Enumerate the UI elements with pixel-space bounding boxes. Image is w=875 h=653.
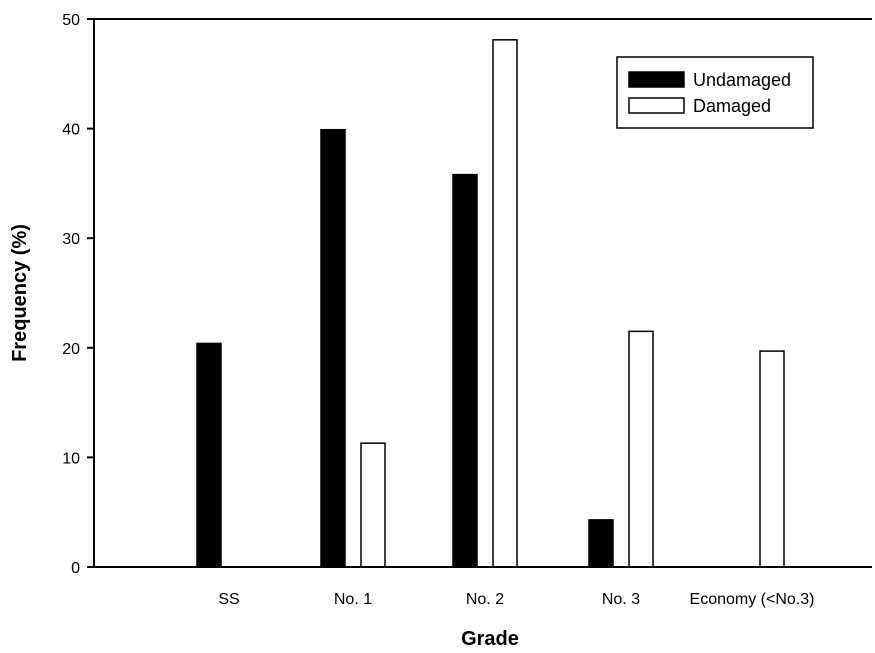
bar-damaged-4 (759, 350, 785, 568)
y-tick-label: 30 (62, 231, 80, 248)
legend: Undamaged Damaged (616, 56, 814, 129)
plot-area (196, 39, 785, 568)
x-tick-label: Economy (<No.3) (690, 591, 815, 608)
legend-label-undamaged: Undamaged (693, 70, 791, 90)
y-tick-label: 0 (71, 560, 80, 577)
x-tick-label: No. 3 (602, 591, 640, 608)
bar-damaged-3 (628, 330, 654, 568)
bar-undamaged-0 (196, 342, 222, 568)
y-tick-label: 10 (62, 450, 80, 467)
x-axis-title: Grade (461, 628, 519, 650)
y-axis-title: Frequency (%) (9, 224, 31, 362)
bar-undamaged-3 (588, 519, 614, 568)
x-tick-label: No. 2 (466, 591, 504, 608)
bar-undamaged-1 (320, 128, 346, 568)
x-tick-label: SS (218, 591, 239, 608)
legend-swatch-undamaged (628, 71, 685, 88)
bar-undamaged-2 (452, 173, 478, 568)
y-tick-label: 40 (62, 122, 80, 139)
y-tick-label: 50 (62, 12, 80, 29)
bar-damaged-2 (492, 39, 518, 568)
y-tick-label: 20 (62, 341, 80, 358)
bar-damaged-1 (360, 442, 386, 568)
legend-swatch-damaged (628, 97, 685, 114)
axes: 0 10 20 30 40 50 SS No. 1 No. 2 No. 3 Economy (<No… (62, 12, 872, 608)
legend-box (616, 56, 814, 129)
legend-label-damaged: Damaged (693, 96, 771, 116)
x-tick-label: No. 1 (334, 591, 372, 608)
